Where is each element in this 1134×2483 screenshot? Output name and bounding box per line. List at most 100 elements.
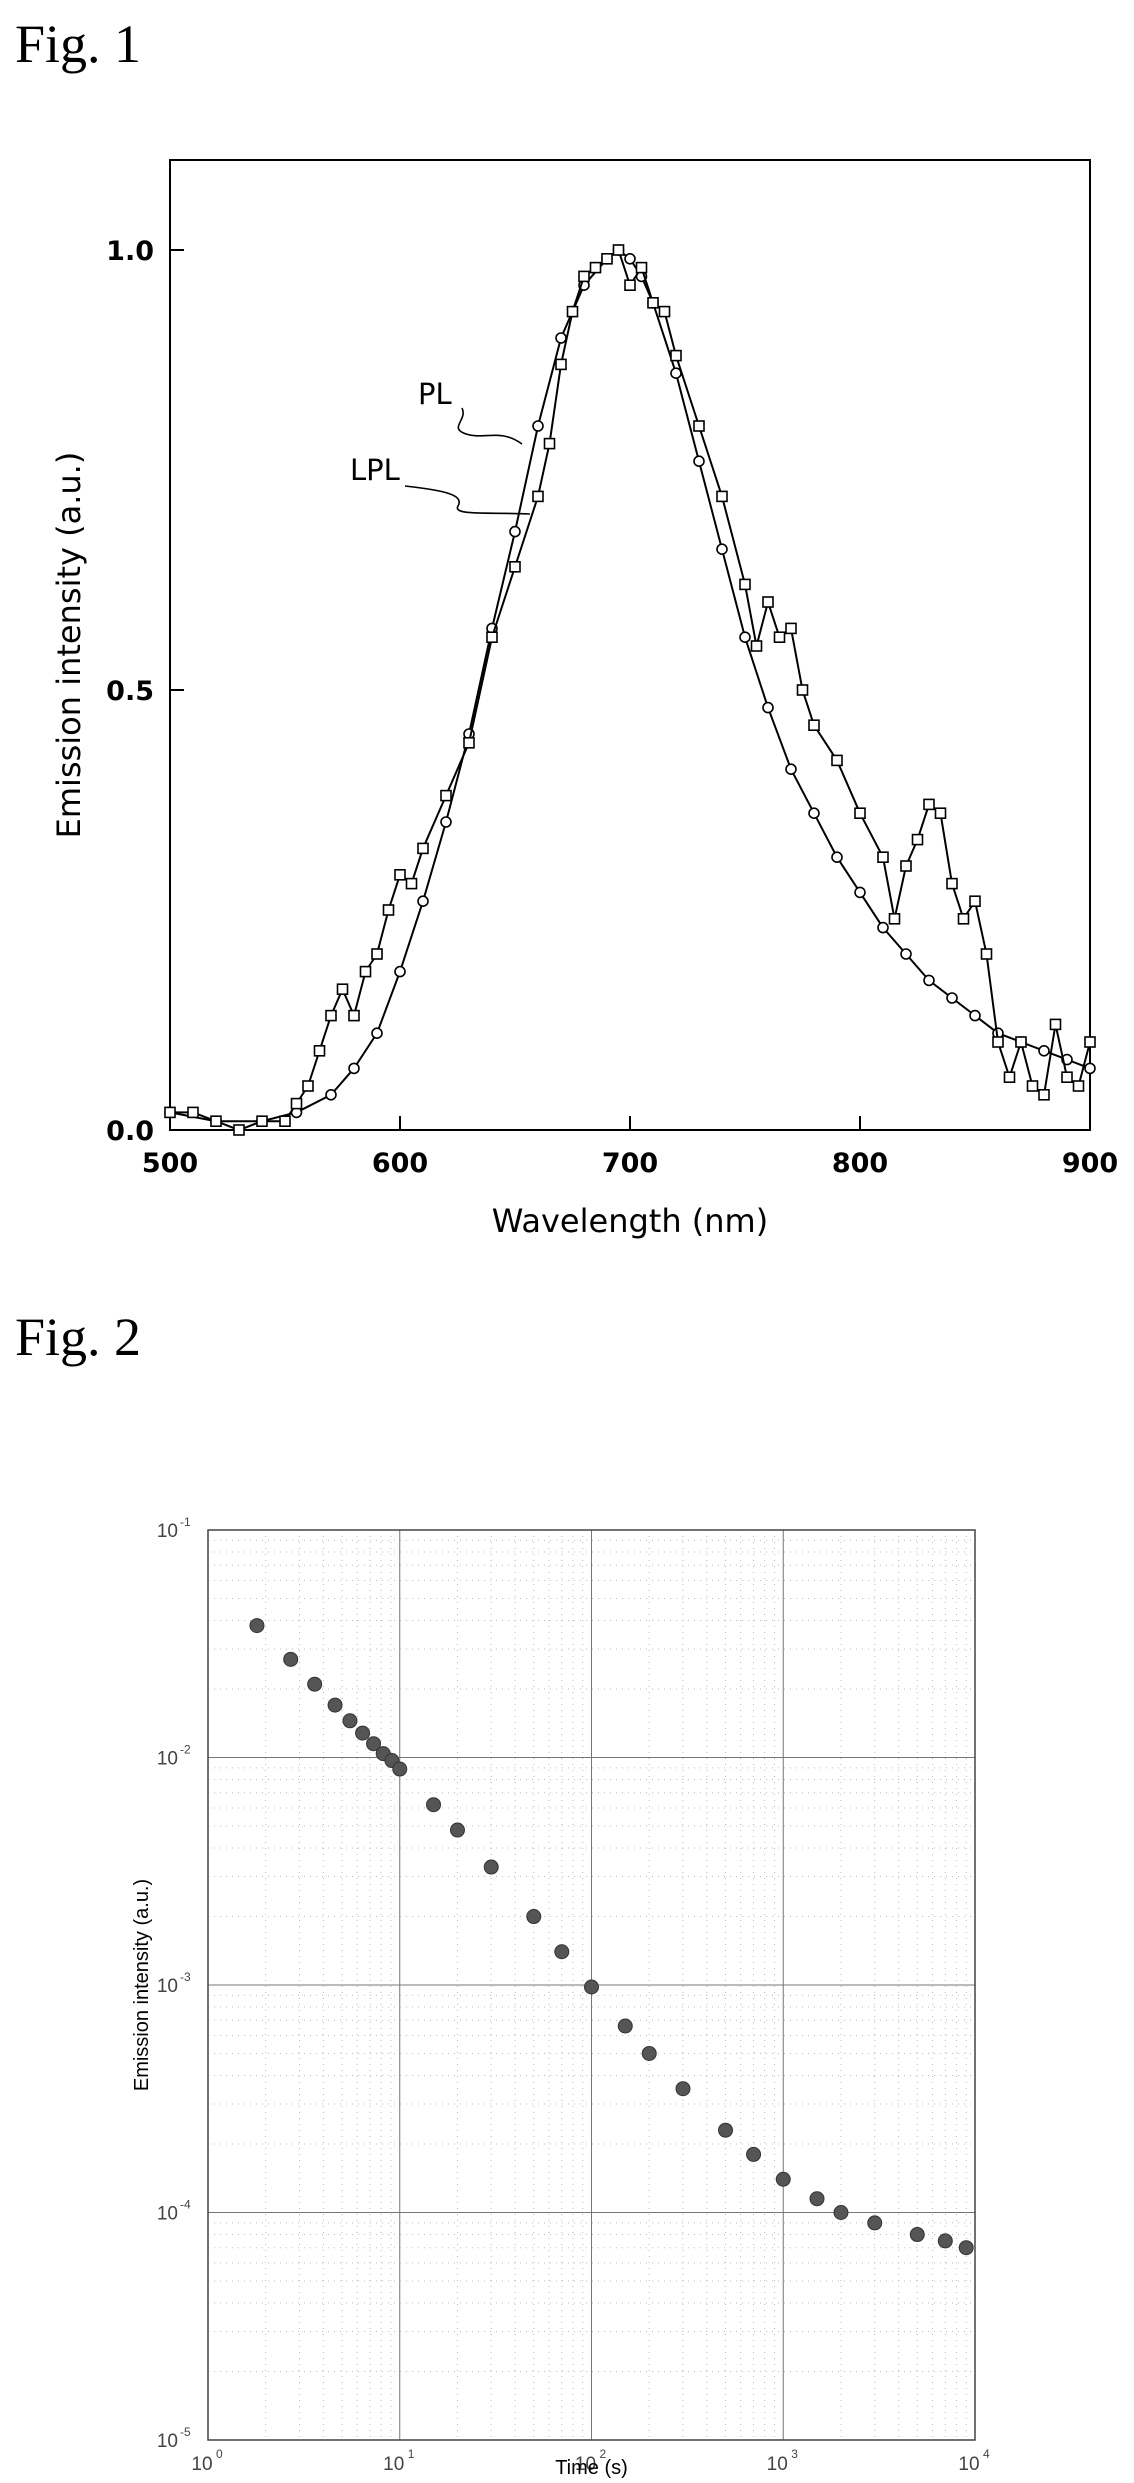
fig1-annotation-lpl-leader: [404, 485, 531, 515]
fig2-x-tick-exponent: 3: [791, 2447, 798, 2461]
fig1-point-lpl: [555, 358, 567, 371]
fig1-point-lpl: [290, 1097, 303, 1110]
fig2-x-tick-exponent: 1: [408, 2447, 415, 2461]
fig2-x-tick-label: 10: [383, 2454, 404, 2475]
fig2-data-point: [526, 1909, 542, 1925]
fig2-y-tick-exponent: -4: [180, 2198, 191, 2212]
fig1-point-lpl: [359, 965, 372, 978]
fig1-point-lpl: [670, 349, 682, 362]
fig1-point-lpl: [796, 684, 809, 696]
fig1-point-lpl: [348, 1009, 360, 1022]
fig1-point-lpl: [785, 622, 797, 635]
fig1-point-lpl: [1003, 1071, 1016, 1083]
fig2-y-tick-exponent: -1: [180, 1515, 191, 1529]
fig1-x-axis-label: Wavelength (nm): [492, 1202, 768, 1240]
fig1-plot-frame: [169, 159, 1091, 1131]
fig2-data-point: [937, 2233, 953, 2249]
fig1-point-pl: [371, 1027, 383, 1039]
fig1-x-tick-label: 700: [602, 1148, 658, 1179]
fig1-point-lpl: [750, 640, 763, 652]
fig1-point-lpl: [532, 490, 544, 503]
fig1-point-lpl: [762, 596, 774, 608]
fig2-data-point: [718, 2122, 734, 2138]
fig1-point-lpl: [187, 1106, 199, 1119]
fig2-plot-frame: [207, 1529, 976, 2441]
fig1-point-pl: [670, 367, 682, 380]
fig2-y-tick-label: 10: [157, 1521, 178, 1542]
fig1-point-lpl: [658, 305, 671, 318]
fig1-point-pl: [440, 816, 452, 828]
fig2-data-point: [249, 1618, 265, 1634]
fig1-point-pl: [1038, 1045, 1050, 1057]
fig1-point-lpl: [566, 305, 579, 318]
fig1-point-pl: [946, 992, 958, 1004]
fig1-point-lpl: [957, 912, 970, 925]
fig1-point-lpl: [624, 279, 636, 292]
fig1-point-lpl: [405, 877, 418, 890]
fig1-point-pl: [348, 1062, 360, 1075]
fig1-point-lpl: [279, 1115, 291, 1127]
fig2-data-point: [641, 2045, 657, 2061]
fig2-data-point: [307, 1676, 323, 1692]
fig1-annotation-pl: PL: [418, 377, 452, 411]
fig1-point-lpl: [578, 270, 590, 283]
fig1-point-lpl: [911, 833, 924, 846]
fig1-point-pl: [1084, 1062, 1096, 1075]
fig2-x-tick-exponent: 2: [600, 2447, 607, 2461]
fig1-point-lpl: [394, 868, 406, 881]
fig1-point-lpl: [509, 560, 521, 573]
fig2-data-point: [283, 1651, 299, 1667]
fig1-point-pl: [417, 895, 429, 908]
fig1-y-axis-label: Emission intensity (a.u.): [50, 452, 88, 839]
fig2-data-point: [355, 1725, 371, 1741]
fig2-data-point: [833, 2205, 849, 2220]
fig2-data-point: [342, 1713, 358, 1729]
fig1-point-lpl: [923, 798, 935, 811]
fig2-y-axis-label: Emission intensity (a.u.): [131, 1879, 153, 2091]
fig1-point-pl: [509, 525, 521, 538]
fig1-point-lpl: [440, 789, 452, 802]
fig1-point-pl: [785, 763, 797, 776]
fig1-point-pl: [716, 543, 728, 556]
fig1-point-pl: [854, 886, 866, 899]
fig1-point-lpl: [1026, 1080, 1039, 1092]
fig1-point-lpl: [888, 912, 901, 925]
fig1-series-line-pl: [169, 248, 1091, 1123]
fig2-data-point: [554, 1944, 570, 1960]
fig1-x-tick-label: 900: [1062, 1148, 1118, 1179]
fig1-point-pl: [808, 807, 820, 820]
fig1-point-lpl: [969, 895, 981, 908]
fig1-y-tick-label: 1.0: [106, 236, 154, 267]
fig2-data-point: [327, 1697, 343, 1713]
fig1-y-tick-label: 0.0: [106, 1116, 154, 1147]
fig1-point-pl: [624, 252, 636, 265]
fig1-point-pl: [739, 631, 751, 644]
fig2-data-point: [449, 1822, 465, 1838]
fig1-point-pl: [877, 921, 889, 934]
fig1-point-lpl: [210, 1115, 222, 1127]
fig1-x-tick-label: 800: [832, 1148, 888, 1179]
fig1-point-lpl: [934, 807, 947, 820]
fig2-y-tick-exponent: -5: [180, 2425, 191, 2439]
fig1-point-lpl: [900, 860, 912, 872]
fig2-y-tick-label: 10: [157, 1976, 178, 1997]
fig2-data-point: [483, 1859, 499, 1875]
fig1-point-lpl: [854, 807, 866, 820]
fig2-y-tick-exponent: -3: [180, 1970, 191, 1984]
fig1-point-lpl: [992, 1036, 1004, 1048]
fig2-data-point: [392, 1761, 408, 1777]
figure-2-label: Fig. 2: [15, 1307, 141, 1367]
fig2-y-tick-label: 10: [157, 2431, 178, 2452]
fig1-point-pl: [555, 332, 567, 344]
fig1-point-pl: [831, 851, 843, 864]
fig2-y-tick-label: 10: [157, 2204, 178, 2225]
fig1-point-lpl: [612, 244, 625, 256]
fig1-y-tick-label: 0.5: [106, 676, 154, 707]
fig1-annotation-lpl: LPL: [350, 453, 400, 487]
fig1-annotation-pl-leader: [457, 407, 523, 445]
fig2-data-point: [366, 1736, 382, 1752]
fig2-data-point: [746, 2146, 762, 2162]
fig1-point-lpl: [417, 842, 429, 855]
fig1-point-lpl: [831, 754, 843, 767]
fig1-point-lpl: [302, 1080, 314, 1092]
